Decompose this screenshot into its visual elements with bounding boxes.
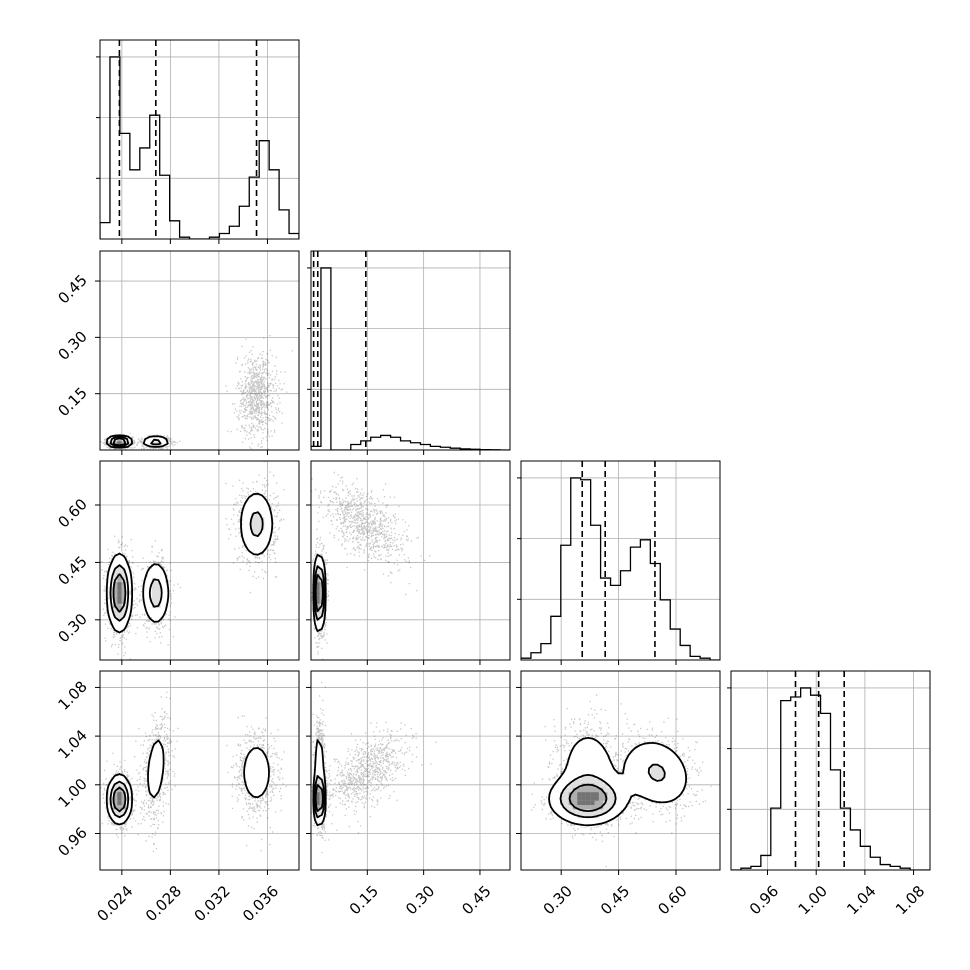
- scatter-panel-1-4: [99, 670, 300, 871]
- hist-panel-1: [96, 39, 300, 240]
- histogram-step-line: [731, 687, 930, 870]
- panel-frame: [310, 670, 511, 871]
- hist-panel-2: [307, 250, 511, 451]
- scatter-panel-3-4: [520, 670, 721, 871]
- y-tick-label: 0.45: [54, 553, 90, 589]
- contour-line: [105, 434, 169, 449]
- scatter-panel-1-3: [99, 460, 300, 661]
- x-tick-label: 1.04: [843, 882, 879, 918]
- contour-line: [312, 554, 327, 632]
- panel-frame: [520, 670, 721, 871]
- contour-line: [105, 739, 270, 826]
- panel-frame: [99, 39, 300, 240]
- contour-line: [314, 784, 324, 812]
- contour-line: [314, 574, 324, 612]
- y-tick-label: 0.30: [54, 610, 90, 646]
- y-tick-label: 0.60: [54, 495, 90, 531]
- histogram-step-line: [521, 477, 720, 660]
- contour-line: [548, 736, 687, 827]
- x-tick-label: 0.30: [402, 882, 438, 918]
- y-tick-label: 1.04: [54, 726, 90, 762]
- x-tick-label: 0.024: [93, 882, 136, 925]
- y-tick-label: 0.15: [54, 384, 90, 420]
- x-tick-label: 0.15: [346, 882, 382, 918]
- contour-line: [313, 775, 326, 819]
- panel-frame: [310, 460, 511, 661]
- y-tick-label: 0.96: [54, 824, 90, 860]
- x-tick-label: 0.45: [597, 882, 633, 918]
- panel-frame: [99, 460, 300, 661]
- panel-frame: [310, 250, 511, 451]
- scatter-panel-2-3: [310, 460, 511, 661]
- contour-line: [105, 492, 274, 634]
- scatter-panel-1-2: [99, 250, 300, 451]
- contour-line: [112, 437, 127, 447]
- x-tick-label: 1.00: [795, 882, 831, 918]
- y-tick-label: 0.30: [54, 327, 90, 363]
- hist-panel-3: [517, 460, 721, 661]
- panel-frame: [99, 670, 300, 871]
- hist-panel-4: [727, 670, 931, 871]
- x-tick-label: 0.96: [746, 882, 782, 918]
- scatter-points: [311, 471, 431, 660]
- contour-line: [109, 435, 162, 448]
- y-tick-label: 1.08: [54, 678, 90, 714]
- contour-line: [313, 565, 326, 621]
- y-tick-label: 0.45: [54, 271, 90, 307]
- histogram-step-line: [100, 56, 299, 239]
- panel-frame: [99, 250, 300, 451]
- contour-line: [312, 739, 327, 827]
- panel-frame: [520, 460, 721, 661]
- contour-line: [568, 783, 608, 812]
- x-tick-label: 0.30: [540, 882, 576, 918]
- x-tick-label: 0.032: [191, 882, 234, 925]
- contour-line: [112, 573, 127, 613]
- x-tick-label: 1.08: [892, 882, 928, 918]
- scatter-points: [311, 681, 437, 854]
- x-tick-label: 0.028: [142, 882, 185, 925]
- scatter-panel-2-4: [310, 670, 511, 871]
- x-tick-label: 0.45: [458, 882, 494, 918]
- x-tick-label: 0.60: [654, 882, 690, 918]
- panel-frame: [730, 670, 931, 871]
- x-tick-label: 0.036: [239, 882, 282, 925]
- contour-line: [109, 511, 264, 622]
- y-tick-label: 1.00: [54, 775, 90, 811]
- contour-line: [109, 780, 130, 819]
- histogram-step-line: [311, 267, 510, 450]
- scatter-points: [100, 335, 293, 450]
- contour-line: [559, 763, 666, 819]
- contour-line: [112, 786, 127, 813]
